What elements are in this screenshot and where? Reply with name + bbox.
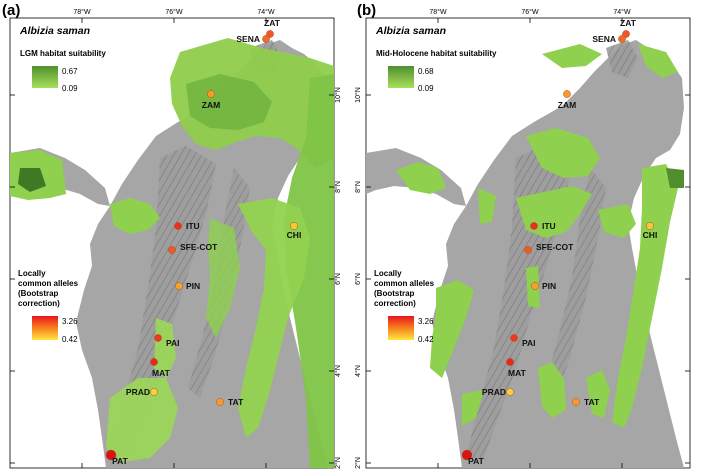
allele-colorbar bbox=[32, 316, 58, 340]
allele-max: 3.26 bbox=[418, 317, 434, 326]
site-marker-sfe-cot bbox=[168, 246, 176, 254]
site-marker-chi bbox=[290, 222, 298, 230]
map-panel-b: 78°W 76°W 74°W 10°N 8°N 6°N 4°N 2°N Albi… bbox=[354, 8, 691, 469]
allele-min: 0.42 bbox=[418, 335, 434, 344]
site-label-sfe-cot: SFE-COT bbox=[180, 242, 218, 252]
habitat-min: 0.09 bbox=[418, 84, 434, 93]
site-label-mat: MAT bbox=[508, 368, 527, 378]
lat-label: 10°N bbox=[334, 87, 342, 103]
panel-a-letter: (a) bbox=[2, 2, 21, 19]
site-label-prad: PRAD bbox=[126, 387, 150, 397]
lat-label: 10°N bbox=[354, 87, 362, 103]
allele-legend-title-line: correction) bbox=[18, 299, 60, 308]
site-marker-sena bbox=[618, 35, 626, 43]
lat-label: 8°N bbox=[354, 181, 362, 193]
species-name: Albizia saman bbox=[375, 25, 446, 37]
habitat-max: 0.67 bbox=[62, 67, 78, 76]
site-marker-prad bbox=[150, 388, 158, 396]
lat-label: 2°N bbox=[354, 457, 362, 469]
habitat-legend-title: Mid-Holocene habitat suitability bbox=[376, 49, 497, 58]
site-marker-zam bbox=[207, 90, 215, 98]
habitat-colorbar bbox=[388, 66, 414, 88]
site-label-pin: PIN bbox=[186, 281, 200, 291]
site-label-zat: ZAT bbox=[264, 18, 281, 28]
panel-b-letter: (b) bbox=[357, 2, 377, 19]
site-label-tat: TAT bbox=[228, 397, 244, 407]
site-marker-pin bbox=[175, 282, 183, 290]
site-marker-itu bbox=[174, 222, 182, 230]
lat-label: 6°N bbox=[354, 273, 362, 285]
site-marker-zam bbox=[563, 90, 571, 98]
site-label-zam: ZAM bbox=[558, 100, 576, 110]
site-label-prad: PRAD bbox=[482, 387, 506, 397]
lat-label: 4°N bbox=[354, 365, 362, 377]
lon-label: 74°W bbox=[257, 8, 275, 16]
habitat-max: 0.68 bbox=[418, 67, 434, 76]
site-marker-itu bbox=[530, 222, 538, 230]
site-label-itu: ITU bbox=[186, 221, 200, 231]
site-marker-sfe-cot bbox=[524, 246, 532, 254]
allele-legend-title-line: (Bootstrap bbox=[374, 289, 415, 298]
site-label-pai: PAI bbox=[522, 338, 536, 348]
site-marker-tat bbox=[216, 398, 224, 406]
lat-label: 4°N bbox=[334, 365, 342, 377]
map-panel-a: 78°W 76°W 74°W 10°N 8°N 6°N 4°N 2°N Albi… bbox=[9, 8, 342, 469]
site-marker-chi bbox=[646, 222, 654, 230]
site-label-zat: ZAT bbox=[620, 18, 637, 28]
lat-label: 6°N bbox=[334, 273, 342, 285]
site-label-pin: PIN bbox=[542, 281, 556, 291]
lat-label: 2°N bbox=[334, 457, 342, 469]
species-name: Albizia saman bbox=[19, 25, 90, 37]
site-marker-mat bbox=[506, 358, 514, 366]
site-marker-pat bbox=[461, 449, 473, 461]
site-marker-pat bbox=[105, 449, 117, 461]
allele-legend-title-line: Locally bbox=[374, 269, 402, 278]
site-label-pai: PAI bbox=[166, 338, 180, 348]
allele-legend-title-line: common alleles bbox=[374, 279, 435, 288]
allele-legend-title-line: Locally bbox=[18, 269, 46, 278]
lon-label: 76°W bbox=[521, 8, 539, 16]
site-label-zam: ZAM bbox=[202, 100, 220, 110]
allele-legend-title-line: (Bootstrap bbox=[18, 289, 59, 298]
allele-min: 0.42 bbox=[62, 335, 78, 344]
lon-label: 76°W bbox=[165, 8, 183, 16]
site-marker-tat bbox=[572, 398, 580, 406]
site-label-mat: MAT bbox=[152, 368, 171, 378]
lon-label: 74°W bbox=[613, 8, 631, 16]
site-label-chi: CHI bbox=[287, 230, 302, 240]
site-marker-sena bbox=[262, 35, 270, 43]
site-marker-zat bbox=[266, 30, 274, 38]
habitat-legend-title: LGM habitat suitability bbox=[20, 49, 106, 58]
habitat-colorbar bbox=[32, 66, 58, 88]
site-label-pat: PAT bbox=[468, 456, 485, 466]
site-marker-pai bbox=[154, 334, 162, 342]
allele-legend-title-line: correction) bbox=[374, 299, 416, 308]
lat-label: 8°N bbox=[334, 181, 342, 193]
site-marker-zat bbox=[622, 30, 630, 38]
habitat-min: 0.09 bbox=[62, 84, 78, 93]
site-marker-mat bbox=[150, 358, 158, 366]
allele-colorbar bbox=[388, 316, 414, 340]
site-marker-prad bbox=[506, 388, 514, 396]
site-label-chi: CHI bbox=[643, 230, 658, 240]
site-label-sena: SENA bbox=[236, 34, 260, 44]
allele-legend-title-line: common alleles bbox=[18, 279, 79, 288]
site-label-tat: TAT bbox=[584, 397, 600, 407]
lon-label: 78°W bbox=[73, 8, 91, 16]
lon-label: 78°W bbox=[429, 8, 447, 16]
site-marker-pin bbox=[531, 282, 539, 290]
site-label-sfe-cot: SFE-COT bbox=[536, 242, 574, 252]
site-marker-pai bbox=[510, 334, 518, 342]
allele-max: 3.26 bbox=[62, 317, 78, 326]
site-label-itu: ITU bbox=[542, 221, 556, 231]
site-label-pat: PAT bbox=[112, 456, 129, 466]
site-label-sena: SENA bbox=[592, 34, 616, 44]
